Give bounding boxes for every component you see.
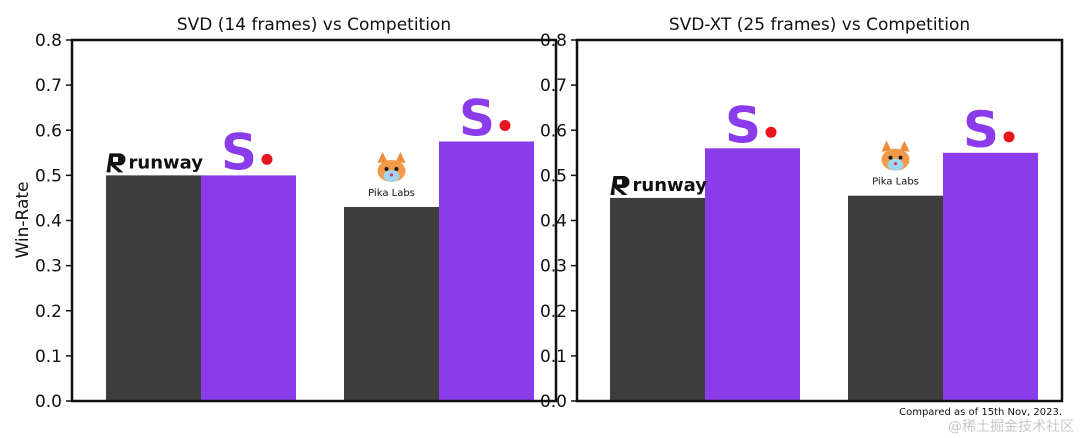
y-tick-label: 0.1: [35, 347, 62, 367]
y-tick-label: 0.0: [35, 392, 62, 412]
fox-nose: [893, 162, 898, 166]
chart-panel-1: SVD (14 frames) vs Competition 0.0 0.1 0.2 0…: [35, 15, 558, 412]
y-tick-label: 0.8: [35, 31, 62, 51]
y-tick-label: 0.5: [540, 166, 567, 186]
fox-ear-right: [395, 151, 406, 163]
stability-logo-dot: [1003, 131, 1015, 143]
runway-r-cutout: [113, 156, 118, 162]
y-tick-label: 0.7: [540, 76, 567, 96]
plot-frame: [70, 38, 558, 403]
runway-logo-text: runway: [633, 175, 708, 196]
fox-eye-right: [898, 155, 903, 160]
fox-ear-left: [881, 140, 892, 152]
pika-logo-text: Pika Labs: [872, 177, 919, 188]
y-tick-label: 0.3: [35, 257, 62, 277]
stability-logo-dot: [261, 153, 273, 165]
y-tick-label: 0.8: [540, 31, 567, 51]
fox-icon: [881, 140, 910, 171]
stability-logo-letter: S: [459, 90, 495, 148]
stability-logo-dot: [499, 120, 511, 132]
watermark: @稀土掘金技术社区: [948, 419, 1074, 435]
stability-logo-letter: S: [221, 123, 257, 181]
bar-stability: [439, 141, 534, 401]
runway-r-cutout: [617, 179, 622, 185]
y-tick-label: 0.0: [540, 392, 567, 412]
stability-logo-letter: S: [963, 101, 999, 159]
runway-logo-text: runway: [129, 152, 204, 173]
y-tick-label: 0.4: [540, 212, 567, 232]
fox-icon: [377, 151, 406, 182]
y-tick-label: 0.2: [540, 302, 567, 322]
runway-r-icon: [610, 175, 630, 195]
bar-stability: [943, 152, 1038, 401]
fox-eye-right: [394, 166, 399, 171]
bar-stability: [201, 175, 296, 401]
y-tick-label: 0.1: [540, 347, 567, 367]
y-axis-label: Win-Rate: [13, 181, 33, 258]
fox-eye-left: [888, 155, 893, 160]
bar-stability: [705, 148, 800, 401]
y-tick-label: 0.5: [35, 166, 62, 186]
stability-logo-dot: [765, 126, 777, 138]
stability-logo-letter: S: [725, 96, 761, 154]
bar-pika-labs: [848, 195, 943, 401]
plot-frame: [575, 38, 1064, 403]
fox-ear-right: [899, 140, 910, 152]
y-tick-label: 0.6: [540, 121, 567, 141]
fox-eye-left: [384, 166, 389, 171]
runway-r-glyph: [106, 153, 126, 173]
footnote: Compared as of 15th Nov, 2023.: [899, 407, 1062, 418]
fox-nose: [389, 173, 394, 177]
fox-ear-left: [377, 151, 388, 163]
y-tick-label: 0.6: [35, 121, 62, 141]
runway-r-icon: [106, 153, 126, 173]
runway-r-glyph: [610, 175, 630, 195]
pika-logo-text: Pika Labs: [368, 188, 415, 199]
chart-panel-2: SVD-XT (25 frames) vs Competition 0.0 0.1 0…: [540, 15, 1064, 412]
chart-title: SVD (14 frames) vs Competition: [177, 15, 451, 35]
y-tick-label: 0.7: [35, 76, 62, 96]
y-tick-label: 0.2: [35, 302, 62, 322]
chart-title: SVD-XT (25 frames) vs Competition: [669, 15, 970, 35]
y-tick-label: 0.4: [35, 212, 62, 232]
y-tick-label: 0.3: [540, 257, 567, 277]
bar-runway: [106, 175, 201, 401]
bar-runway: [610, 197, 705, 401]
bar-pika-labs: [344, 206, 439, 401]
